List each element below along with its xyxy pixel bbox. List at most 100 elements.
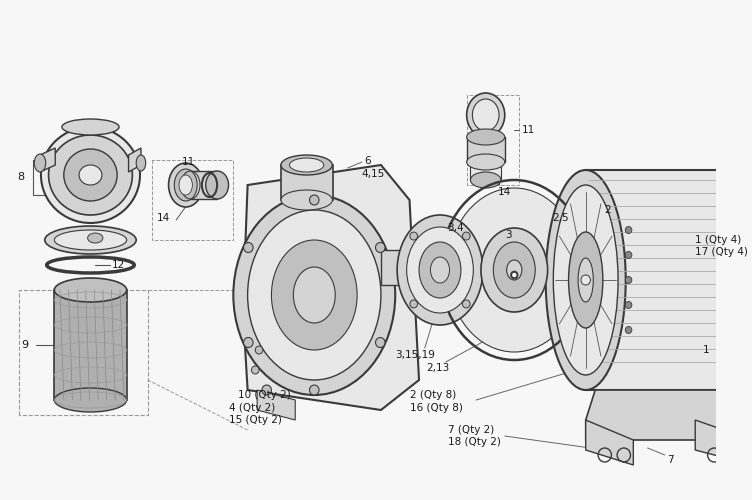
Circle shape: [511, 271, 518, 279]
Text: 15 (Qty 2): 15 (Qty 2): [229, 415, 281, 425]
Ellipse shape: [64, 149, 117, 201]
Text: 14: 14: [498, 187, 511, 197]
Ellipse shape: [467, 93, 505, 137]
Circle shape: [625, 326, 632, 334]
Circle shape: [310, 195, 319, 205]
Ellipse shape: [397, 215, 483, 325]
Ellipse shape: [168, 163, 203, 207]
Text: 7: 7: [667, 455, 673, 465]
Circle shape: [462, 300, 470, 308]
Circle shape: [625, 302, 632, 308]
Ellipse shape: [546, 170, 626, 390]
Ellipse shape: [79, 165, 102, 185]
Ellipse shape: [88, 233, 103, 243]
Text: 16 (Qty 8): 16 (Qty 8): [410, 403, 462, 413]
Ellipse shape: [407, 227, 473, 313]
Ellipse shape: [281, 155, 332, 175]
Circle shape: [375, 338, 385, 347]
Polygon shape: [243, 165, 419, 410]
Polygon shape: [586, 420, 633, 465]
Ellipse shape: [472, 99, 499, 131]
Ellipse shape: [741, 225, 752, 335]
Ellipse shape: [507, 260, 522, 280]
Ellipse shape: [733, 192, 752, 368]
Text: 7 (Qty 2): 7 (Qty 2): [447, 425, 494, 435]
Ellipse shape: [493, 242, 535, 298]
Circle shape: [743, 307, 748, 313]
Ellipse shape: [271, 240, 357, 350]
Ellipse shape: [281, 190, 332, 210]
Ellipse shape: [41, 127, 140, 223]
Circle shape: [375, 242, 385, 252]
Text: 14: 14: [157, 213, 171, 223]
Text: 2 (Qty 8): 2 (Qty 8): [410, 390, 456, 400]
Ellipse shape: [45, 226, 136, 254]
Text: 11: 11: [182, 157, 196, 167]
Text: 18 (Qty 2): 18 (Qty 2): [447, 437, 501, 447]
Text: 2,13: 2,13: [426, 363, 450, 373]
Text: 6: 6: [364, 156, 371, 166]
Polygon shape: [129, 148, 141, 172]
Circle shape: [739, 336, 747, 344]
Text: 9: 9: [21, 340, 28, 350]
Polygon shape: [40, 148, 55, 172]
Bar: [54, 290, 126, 400]
Polygon shape: [586, 390, 752, 440]
Ellipse shape: [174, 169, 197, 201]
Circle shape: [410, 232, 417, 240]
Text: 3,15,19: 3,15,19: [396, 350, 435, 360]
Ellipse shape: [247, 210, 381, 380]
Bar: [467, 137, 505, 162]
Circle shape: [462, 232, 470, 240]
Ellipse shape: [481, 228, 547, 312]
Circle shape: [262, 385, 271, 395]
Circle shape: [512, 273, 516, 277]
Ellipse shape: [54, 230, 126, 250]
Circle shape: [581, 275, 590, 285]
Text: 3: 3: [505, 230, 511, 240]
Circle shape: [743, 332, 748, 338]
Circle shape: [410, 300, 417, 308]
Circle shape: [625, 276, 632, 283]
Bar: [586, 170, 752, 390]
Ellipse shape: [747, 252, 752, 308]
Circle shape: [625, 226, 632, 234]
Ellipse shape: [430, 257, 450, 283]
Ellipse shape: [49, 135, 132, 215]
Circle shape: [738, 315, 747, 325]
Text: 4,15: 4,15: [362, 169, 385, 179]
Bar: [471, 162, 501, 180]
Circle shape: [625, 252, 632, 258]
Ellipse shape: [54, 388, 126, 412]
Text: 11: 11: [522, 125, 535, 135]
Text: 12: 12: [111, 260, 125, 270]
Text: 2: 2: [605, 205, 611, 215]
Bar: [190, 171, 217, 199]
Polygon shape: [257, 390, 296, 420]
Text: 4 (Qty 2): 4 (Qty 2): [229, 403, 274, 413]
Ellipse shape: [726, 170, 752, 390]
Ellipse shape: [467, 154, 505, 170]
Ellipse shape: [447, 188, 581, 352]
Ellipse shape: [471, 172, 501, 188]
Ellipse shape: [467, 129, 505, 145]
Circle shape: [743, 207, 748, 213]
Ellipse shape: [293, 267, 335, 323]
Ellipse shape: [553, 185, 618, 375]
Circle shape: [743, 232, 748, 238]
Text: 10 (Qty 2): 10 (Qty 2): [238, 390, 291, 400]
Ellipse shape: [410, 249, 429, 285]
Circle shape: [244, 338, 253, 347]
Circle shape: [743, 257, 748, 263]
Circle shape: [743, 282, 748, 288]
Text: 3,4: 3,4: [447, 223, 464, 233]
Circle shape: [244, 242, 253, 252]
Ellipse shape: [179, 175, 193, 195]
Ellipse shape: [290, 158, 324, 172]
Ellipse shape: [419, 242, 461, 298]
Ellipse shape: [35, 154, 46, 172]
Ellipse shape: [233, 195, 396, 395]
Ellipse shape: [54, 278, 126, 302]
Text: 1 (Qty 4): 1 (Qty 4): [695, 235, 741, 245]
Text: 17 (Qty 4): 17 (Qty 4): [695, 247, 748, 257]
